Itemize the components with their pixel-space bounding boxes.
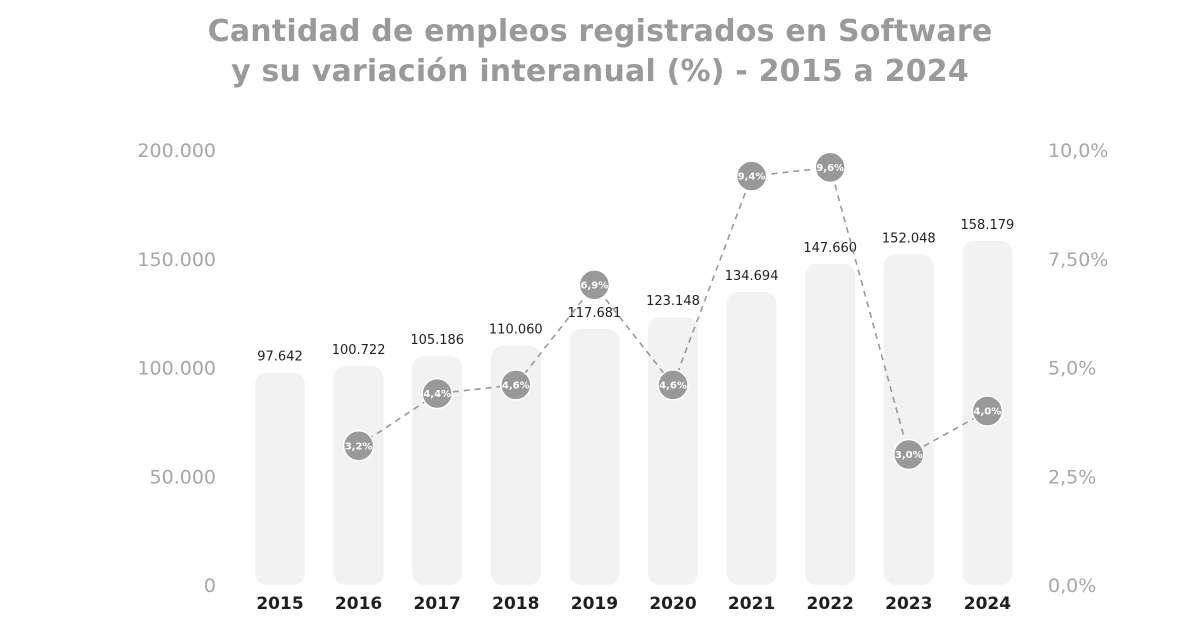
- variation-point: [735, 160, 768, 192]
- chart-title-line-2: y su variación interanual (%) - 2015 a 2…: [231, 54, 969, 89]
- variation-point-label: 9,4%: [738, 172, 766, 183]
- right-axis-tick-label: 5,0%: [1048, 358, 1096, 380]
- variation-point: [971, 395, 1004, 427]
- x-axis-tick-label: 2023: [885, 594, 932, 614]
- left-axis-tick-label: 200.000: [137, 140, 216, 162]
- bar: [648, 317, 698, 585]
- variation-point: [500, 369, 532, 401]
- bar: [490, 345, 541, 585]
- variation-point-label: 6,9%: [581, 280, 609, 291]
- x-axis-tick-label: 2021: [728, 594, 775, 614]
- variation-point: [657, 369, 689, 401]
- variation-point: [814, 151, 846, 184]
- bar: [333, 365, 384, 585]
- bar: [569, 329, 620, 585]
- left-axis-tick-label: 100.000: [137, 358, 216, 380]
- bar-value-label: 97.642: [257, 350, 303, 365]
- variation-point-label: 4,6%: [659, 380, 687, 391]
- bar-value-label: 117.681: [568, 306, 622, 321]
- right-axis-tick-label: 7,50%: [1048, 249, 1108, 271]
- variation-point-label: 9,6%: [816, 163, 844, 174]
- bar: [726, 292, 777, 585]
- bar: [412, 356, 463, 585]
- right-axis: 0,0% 2,5% 5,0% 7,50% 10,0%: [1048, 140, 1108, 597]
- x-axis-tick-label: 2024: [964, 594, 1011, 614]
- left-axis: 0 50.000 100.000 150.000 200.000: [137, 140, 216, 597]
- bar-value-label: 147.660: [803, 241, 857, 256]
- x-axis-tick-label: 2020: [649, 594, 696, 614]
- bar-labels-layer: 97.642 100.722 105.186 110.060 117.681 123.14…: [257, 218, 1014, 365]
- right-axis-tick-label: 2,5%: [1048, 466, 1096, 488]
- variation-point-label: 4,0%: [974, 407, 1002, 418]
- x-axis: 2015 2016 2017 2018 2019 2020 2021 2022 2023 2024: [256, 594, 1011, 614]
- variation-line: [358, 166, 988, 456]
- variation-point-label: 3,0%: [895, 450, 923, 461]
- bar: [883, 254, 934, 585]
- right-axis-tick-label: 0,0%: [1048, 575, 1096, 597]
- chart-title-line-1: Cantidad de empleos registrados en Softw…: [207, 14, 993, 49]
- variation-point-label: 3,2%: [345, 441, 373, 452]
- bars-layer: [255, 240, 1013, 585]
- variation-point: [342, 430, 375, 462]
- bar: [255, 372, 305, 585]
- right-axis-tick-label: 10,0%: [1048, 140, 1108, 162]
- line-layer: 3,2% 4,4% 4,6% 6,9% 4,6% 9,4% 9,6% 3,0% 4,0%: [342, 151, 1004, 471]
- bar-value-label: 100.722: [332, 343, 386, 358]
- x-axis-tick-label: 2018: [492, 594, 539, 614]
- variation-point-label: 4,4%: [423, 389, 451, 400]
- x-axis-tick-label: 2022: [807, 594, 854, 614]
- x-axis-tick-label: 2016: [335, 594, 382, 614]
- variation-point: [893, 438, 925, 471]
- left-axis-tick-label: 0: [204, 575, 216, 597]
- bar: [805, 263, 856, 585]
- bar-value-label: 105.186: [410, 333, 464, 348]
- x-axis-tick-label: 2019: [571, 594, 618, 614]
- bar-value-label: 123.148: [646, 294, 700, 309]
- bar-value-label: 152.048: [882, 231, 936, 246]
- bar-value-label: 134.694: [725, 269, 779, 284]
- bar-value-label: 158.179: [961, 218, 1015, 233]
- bar-value-label: 110.060: [489, 323, 543, 338]
- left-axis-tick-label: 150.000: [137, 249, 216, 271]
- variation-point-label: 4,6%: [502, 380, 530, 391]
- x-axis-tick-label: 2017: [414, 594, 461, 614]
- left-axis-tick-label: 50.000: [150, 466, 216, 488]
- variation-point: [421, 377, 453, 410]
- x-axis-tick-label: 2015: [256, 594, 303, 614]
- variation-point: [578, 269, 611, 301]
